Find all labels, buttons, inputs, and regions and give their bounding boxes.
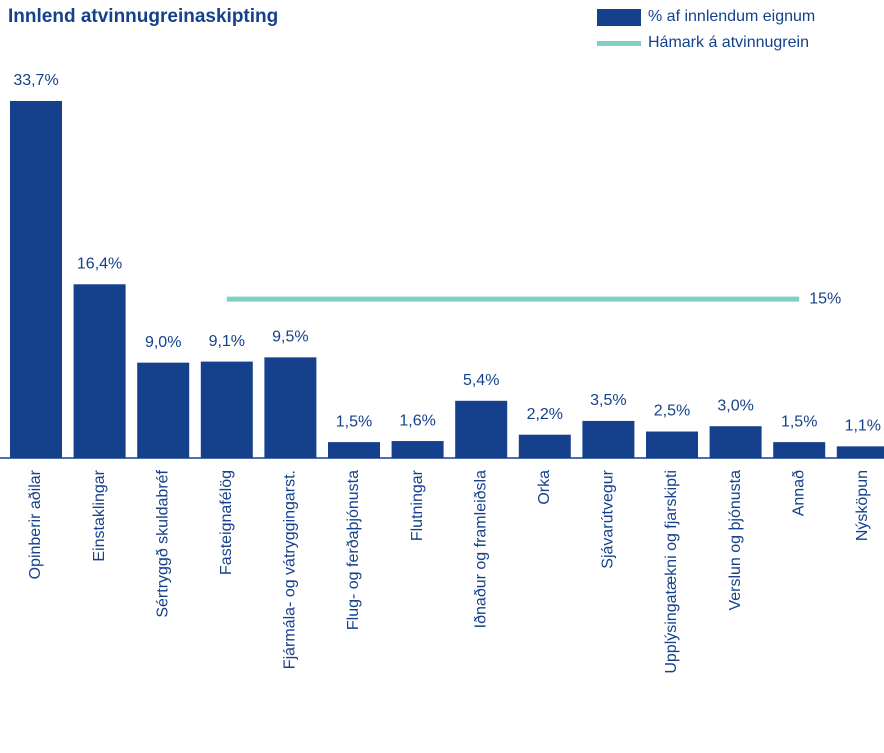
value-label: 1,1%	[845, 418, 881, 435]
x-tick-label: Orka	[536, 470, 553, 505]
value-label: 3,5%	[590, 392, 626, 409]
bar	[73, 284, 126, 458]
legend-label: Hámark á atvinnugrein	[648, 34, 809, 51]
bar	[709, 426, 762, 458]
value-label: 5,4%	[463, 372, 499, 389]
value-label: 2,5%	[654, 403, 690, 420]
x-tick-label: Upplýsingatækni og fjarskipti	[663, 470, 680, 674]
legend-label: % af innlendum eignum	[648, 8, 815, 25]
x-tick-label: Annað	[790, 470, 807, 516]
legend-swatch	[597, 9, 641, 26]
bar	[264, 357, 317, 458]
x-tick-label: Fjármála- og vátryggingarst.	[282, 470, 299, 669]
bar	[137, 362, 190, 458]
value-label: 9,0%	[145, 334, 181, 351]
legend-swatch	[597, 41, 641, 46]
value-label: 1,5%	[781, 413, 817, 430]
value-label: 33,7%	[13, 72, 58, 89]
chart-title: Innlend atvinnugreinaskipting	[8, 6, 278, 27]
bar	[10, 101, 62, 458]
bar	[328, 442, 380, 458]
bar	[582, 420, 635, 458]
x-tick-label: Flug- og ferðaþjónusta	[345, 470, 362, 630]
x-tick-label: Flutningar	[409, 469, 426, 541]
bar	[836, 446, 884, 458]
value-label: 1,5%	[336, 413, 372, 430]
x-tick-label: Verslun og þjónusta	[727, 470, 744, 611]
x-tick-label: Nýsköpun	[854, 470, 871, 541]
value-label: 1,6%	[399, 412, 435, 429]
x-tick-label: Iðnaður og framleiðsla	[472, 470, 489, 628]
bar	[773, 442, 826, 458]
value-label: 9,1%	[209, 333, 245, 350]
bar	[391, 441, 444, 458]
x-tick-label: Sjávarútvegur	[600, 469, 617, 568]
value-label: 2,2%	[527, 406, 563, 423]
value-label: 16,4%	[77, 255, 122, 272]
line-label: 15%	[809, 290, 841, 307]
bar	[455, 400, 508, 458]
x-tick-label: Fasteignafélög	[218, 470, 235, 575]
value-label: 3,0%	[717, 397, 753, 414]
value-label: 9,5%	[272, 329, 308, 346]
bar	[518, 434, 571, 458]
x-tick-label: Sértryggð skuldabréf	[154, 469, 171, 617]
bar	[646, 431, 698, 458]
x-tick-label: Einstaklingar	[91, 469, 108, 561]
bar	[200, 361, 253, 458]
x-tick-label: Opinberir aðilar	[27, 469, 44, 579]
